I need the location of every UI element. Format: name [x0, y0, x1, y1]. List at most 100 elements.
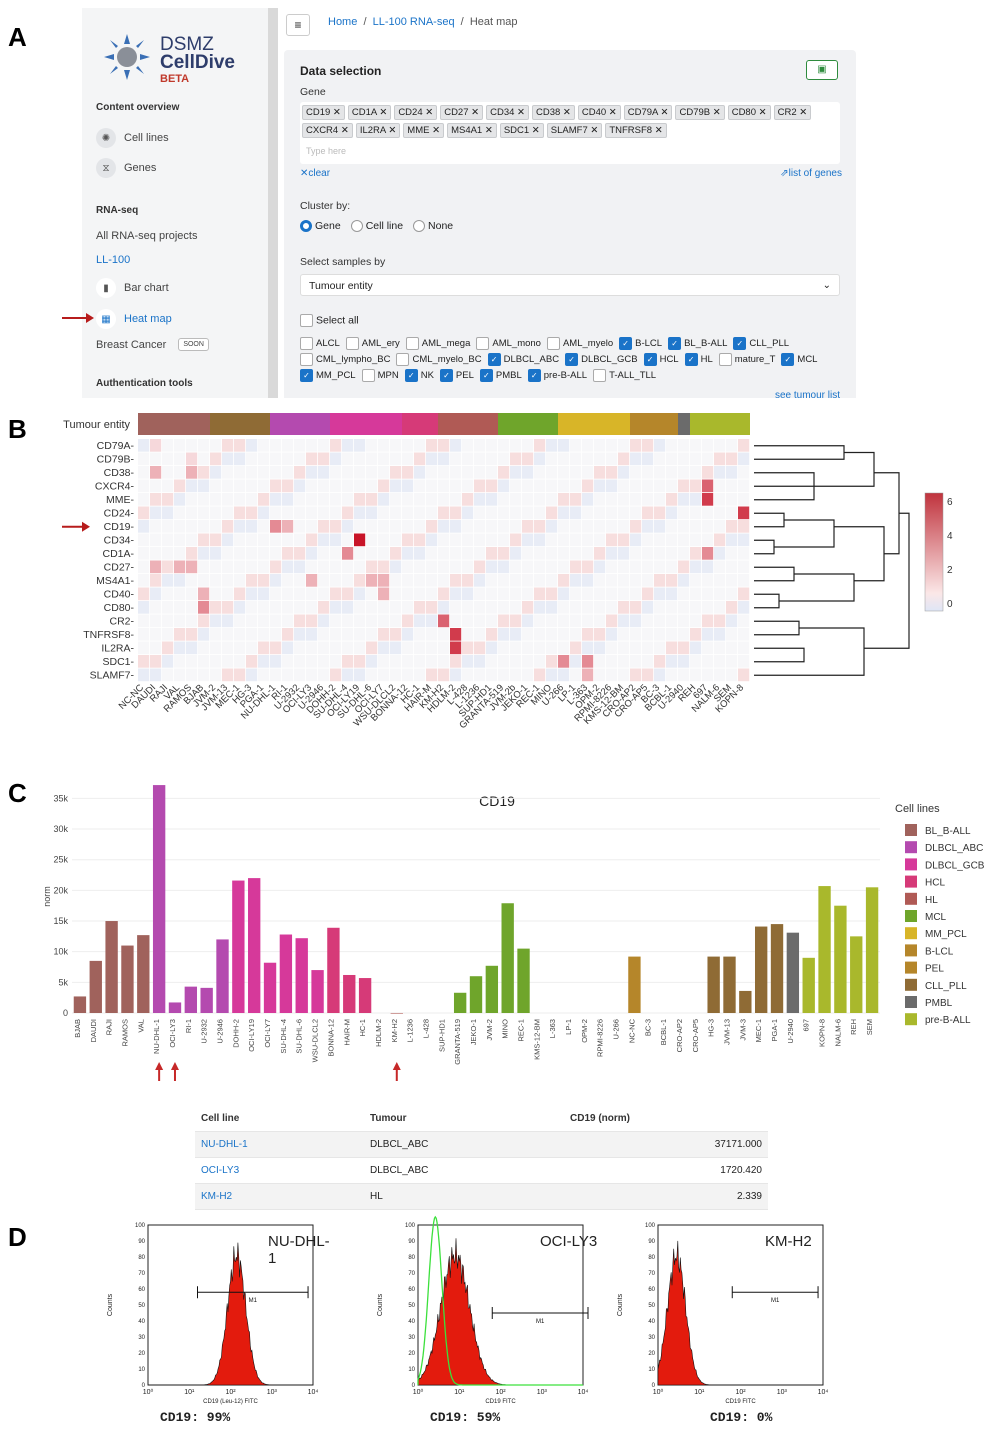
heatmap-cell [726, 655, 738, 668]
heatmap-cell [462, 533, 474, 547]
entity-checkbox[interactable]: AML_myelo [546, 336, 613, 352]
x-tick-label: 10⁰ [653, 1388, 664, 1396]
cluster-radio[interactable]: None [413, 220, 453, 233]
entity-checkbox[interactable]: ✓ DLBCL_GCB [565, 352, 638, 368]
heatmap-cell [234, 668, 246, 682]
cluster-radio[interactable]: Cell line [350, 220, 403, 233]
clear-button[interactable]: ✕clear [300, 168, 331, 179]
cluster-radio[interactable]: Gene [300, 220, 341, 233]
gene-chip[interactable]: SDC1 ✕ [499, 123, 544, 138]
entity-checkbox[interactable]: ✓ pre-B-ALL [527, 368, 587, 384]
row-cell-link[interactable]: NU-DHL-1 [201, 1139, 248, 1150]
heatmap-cell [426, 560, 438, 574]
row-cell-link[interactable]: KM-H2 [201, 1191, 233, 1202]
breadcrumb-current: Heat map [469, 16, 518, 28]
sidebar-item-heat-map[interactable]: ▦ Heat map [96, 309, 172, 329]
entity-checkbox[interactable]: ✓ NK [404, 368, 434, 384]
gene-chip[interactable]: CD80 ✕ [727, 105, 771, 120]
sidebar-item-genes[interactable]: ⧖ Genes [96, 158, 156, 178]
histogram-km-h2: Counts 0 10 20 30 40 50 60 70 80 90 100 10⁰ 10¹ 10² 10³… [610, 1215, 840, 1430]
entity-checkbox[interactable]: AML_ery [345, 336, 400, 352]
heatmap-cell [186, 574, 198, 587]
bar [327, 927, 340, 1013]
track-cell [450, 413, 462, 435]
heatmap-cell [558, 560, 570, 574]
export-button[interactable]: ▣ [806, 60, 838, 80]
breadcrumb-home[interactable]: Home [328, 16, 358, 28]
sidebar-item-bar-chart[interactable]: ▮ Bar chart [96, 278, 169, 298]
sample-select[interactable]: Tumour entity ⌄ [300, 274, 840, 296]
heatmap-cell [642, 479, 654, 493]
heatmap-cell [630, 614, 642, 628]
annotation-arrow-icon [155, 1062, 164, 1081]
entity-checkbox[interactable]: ✓ PMBL [479, 368, 522, 384]
gene-multiselect[interactable]: CD19 ✕ CD1A ✕ CD24 ✕ CD27 ✕ CD34 ✕ CD38 ✕ CD40… [300, 102, 840, 164]
heatmap-cell [534, 439, 546, 452]
gene-chip[interactable]: SLAMF7 ✕ [546, 123, 603, 138]
heatmap-cell [234, 655, 246, 668]
entity-checkbox[interactable]: ✓ DLBCL_ABC [487, 352, 559, 368]
entity-checkbox[interactable]: ✓ HCL [643, 352, 679, 368]
gene-chip[interactable]: MME ✕ [403, 123, 445, 138]
menu-button[interactable]: ≡ [286, 14, 310, 36]
gene-chip[interactable]: CD34 ✕ [486, 105, 529, 120]
entity-checkbox[interactable]: MPN [361, 368, 399, 384]
gene-chip[interactable]: CD79B ✕ [675, 105, 725, 120]
gene-chip[interactable]: CD27 ✕ [440, 105, 484, 120]
bar [200, 987, 213, 1013]
gene-chip[interactable]: CD40 ✕ [577, 105, 621, 120]
heatmap-cell [570, 601, 582, 614]
heatmap-cell [630, 574, 642, 587]
sidebar-item-all-projects[interactable]: All RNA-seq projects [96, 230, 197, 242]
legend-swatch [905, 858, 917, 871]
heatmap-cell [618, 601, 630, 614]
heatmap-cell [198, 466, 210, 479]
sidebar-item-cell-lines[interactable]: ✺ Cell lines [96, 128, 169, 148]
gene-chip[interactable]: CXCR4 ✕ [302, 123, 353, 138]
entity-checkbox[interactable]: ✓ BL_B-ALL [668, 336, 727, 352]
entity-checkbox[interactable]: AML_mono [476, 336, 541, 352]
entity-checkbox[interactable]: AML_mega [405, 336, 470, 352]
entity-checkbox[interactable]: ✓ MM_PCL [300, 368, 356, 384]
entity-checkbox[interactable]: ALCL [300, 336, 340, 352]
entity-checkbox[interactable]: CML_lympho_BC [300, 352, 390, 368]
heatmap-cell [426, 452, 438, 466]
gene-chip[interactable]: CD1A ✕ [347, 105, 392, 120]
gene-chip[interactable]: CD38 ✕ [531, 105, 575, 120]
sidebar-item-ll100[interactable]: LL-100 [96, 254, 130, 266]
entity-checkbox[interactable]: ✓ HL [684, 352, 713, 368]
entity-checkbox[interactable]: ✓ B-LCL [619, 336, 662, 352]
gene-chip[interactable]: TNFRSF8 ✕ [605, 123, 667, 138]
heatmap-cell [162, 668, 174, 682]
gene-chip[interactable]: CD79A ✕ [623, 105, 673, 120]
gene-chip[interactable]: CD19 ✕ [302, 105, 345, 120]
heatmap-cell [354, 547, 366, 560]
panel-b-heatmap: Tumour entity CD79A- CD79B- CD38- CXCR4- MME-… [40, 405, 970, 760]
heatmap-cell [546, 641, 558, 655]
row-cell-link[interactable]: OCI-LY3 [201, 1165, 240, 1176]
select-all-checkbox[interactable]: Select all [300, 314, 359, 327]
heatmap-cell [426, 547, 438, 560]
breadcrumb-project[interactable]: LL-100 RNA-seq [372, 16, 455, 28]
gene-chip[interactable]: MS4A1 ✕ [447, 123, 497, 138]
histogram-svg: Counts 0 10 20 30 40 50 60 70 80 90 100 10⁰ 10¹ 10² 10³… [617, 1223, 828, 1405]
gene-chip[interactable]: IL2RA ✕ [355, 123, 401, 138]
entity-checkbox[interactable]: mature_T [718, 352, 775, 368]
see-tumour-list-link[interactable]: see tumour list [774, 390, 840, 398]
gene-chip[interactable]: CD24 ✕ [394, 105, 438, 120]
bar [770, 924, 784, 1013]
entity-checkbox[interactable]: ✓ CLL_PLL [733, 336, 789, 352]
list-of-genes-link[interactable]: ⇗list of genes [780, 168, 842, 179]
heatmap-cell [738, 655, 750, 668]
dendro-branch [779, 573, 855, 602]
heatmap-cell [594, 655, 606, 668]
sidebar-item-breast-cancer[interactable]: Breast Cancer SOON [96, 338, 209, 351]
gene-chip[interactable]: CR2 ✕ [773, 105, 812, 120]
entity-checkbox[interactable]: CML_myelo_BC [396, 352, 482, 368]
entity-checkbox[interactable]: ✓ PEL [439, 368, 474, 384]
heatmap-cell [150, 601, 162, 614]
heatmap-row-label: CD80- [104, 602, 135, 614]
entity-checkbox[interactable]: ✓ MCL [781, 352, 817, 368]
heatmap-cell [570, 560, 582, 574]
entity-checkbox[interactable]: T-ALL_TLL [593, 368, 656, 384]
